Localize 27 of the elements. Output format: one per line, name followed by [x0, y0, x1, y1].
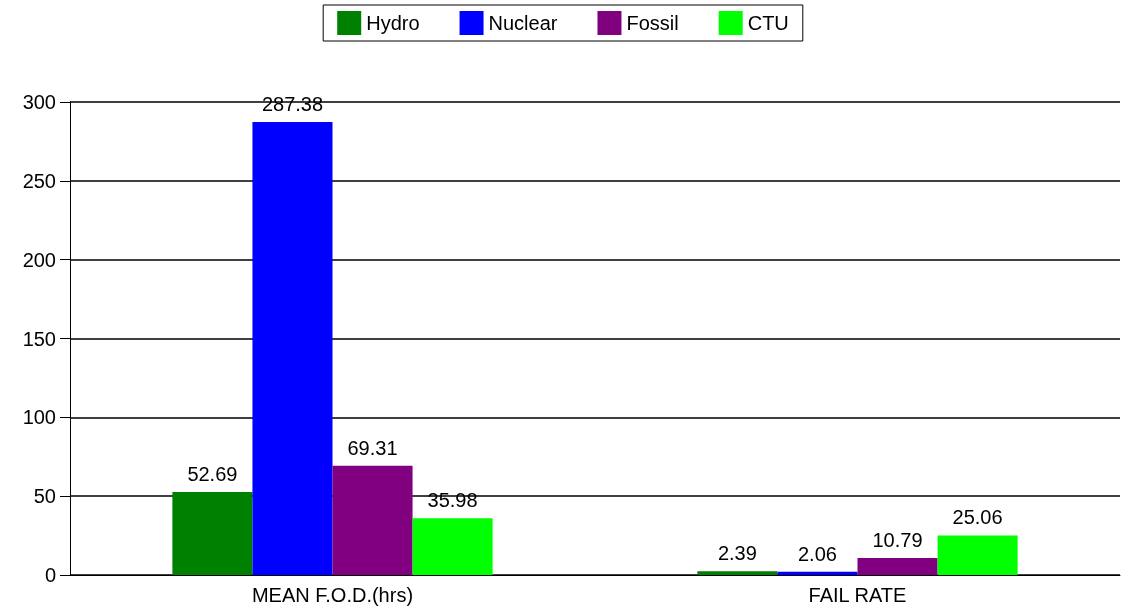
legend-label: Hydro [366, 12, 420, 34]
x-tick-label: MEAN F.O.D.(hrs) [251, 584, 414, 606]
data-label: 2.39 [717, 542, 757, 565]
legend-label: CTU [747, 12, 789, 34]
y-tick-label: 250 [22, 169, 56, 192]
y-tick-label: 200 [22, 248, 56, 271]
bar [332, 465, 413, 575]
bar [857, 557, 938, 575]
bar [412, 518, 493, 575]
data-label: 2.06 [798, 542, 837, 565]
y-tick-label: 0 [44, 564, 56, 586]
x-tick-label: FAIL RATE [808, 584, 907, 606]
y-tick-label: 100 [22, 406, 56, 429]
bar [252, 121, 333, 575]
legend-label: Fossil [626, 12, 679, 34]
data-label: 25.06 [952, 506, 1003, 529]
y-tick-label: 50 [33, 485, 56, 508]
bar [172, 491, 253, 575]
bar [937, 535, 1018, 575]
bar [777, 571, 858, 575]
y-tick-label: 300 [22, 91, 56, 113]
bar [697, 571, 778, 575]
data-label: 69.31 [347, 436, 398, 459]
y-tick-label: 150 [22, 327, 56, 350]
data-label: 10.79 [872, 528, 923, 551]
data-label: 52.69 [187, 462, 238, 485]
legend-label: Nuclear [488, 12, 558, 34]
